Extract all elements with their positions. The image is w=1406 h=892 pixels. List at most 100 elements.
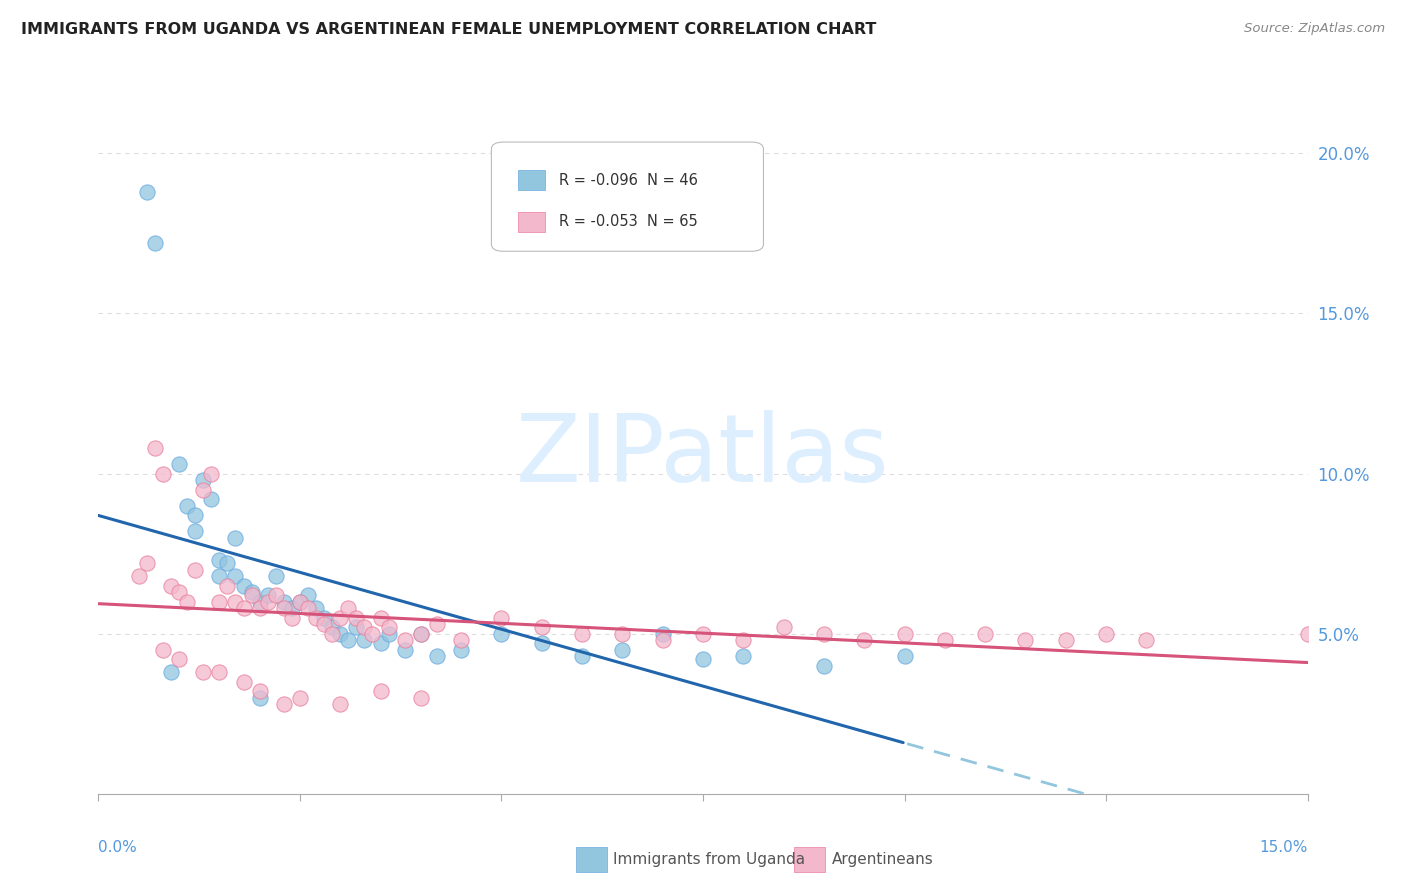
Text: Source: ZipAtlas.com: Source: ZipAtlas.com bbox=[1244, 22, 1385, 36]
Point bbox=[733, 649, 755, 664]
Point bbox=[273, 595, 295, 609]
Point bbox=[240, 585, 263, 599]
Point bbox=[200, 467, 222, 481]
Point bbox=[143, 441, 166, 455]
Point bbox=[353, 633, 375, 648]
Point bbox=[288, 595, 311, 609]
Point bbox=[288, 690, 311, 705]
Point bbox=[224, 531, 246, 545]
Point bbox=[208, 569, 231, 583]
Point bbox=[208, 595, 231, 609]
Text: R = -0.096  N = 46: R = -0.096 N = 46 bbox=[560, 173, 697, 187]
Point bbox=[135, 185, 157, 199]
Point bbox=[426, 617, 449, 632]
Point bbox=[264, 588, 287, 602]
Text: IMMIGRANTS FROM UGANDA VS ARGENTINEAN FEMALE UNEMPLOYMENT CORRELATION CHART: IMMIGRANTS FROM UGANDA VS ARGENTINEAN FE… bbox=[21, 22, 876, 37]
Point bbox=[370, 684, 392, 698]
Point bbox=[651, 633, 673, 648]
Point bbox=[167, 585, 190, 599]
Point bbox=[853, 633, 876, 648]
Point bbox=[176, 595, 198, 609]
Point bbox=[152, 467, 174, 481]
Point bbox=[733, 633, 755, 648]
Point bbox=[184, 508, 207, 523]
Point bbox=[377, 620, 399, 634]
Point bbox=[1014, 633, 1036, 648]
Point bbox=[249, 684, 271, 698]
Point bbox=[200, 492, 222, 507]
Point bbox=[491, 626, 513, 640]
Point bbox=[160, 665, 183, 680]
Point bbox=[152, 642, 174, 657]
Point bbox=[692, 652, 714, 666]
Point bbox=[224, 569, 246, 583]
Point bbox=[249, 690, 271, 705]
FancyBboxPatch shape bbox=[492, 142, 763, 252]
Point bbox=[167, 652, 190, 666]
Point bbox=[530, 636, 553, 650]
Point bbox=[193, 665, 215, 680]
Point bbox=[249, 601, 271, 615]
Point bbox=[224, 595, 246, 609]
FancyBboxPatch shape bbox=[517, 170, 544, 190]
Point bbox=[273, 697, 295, 711]
Point bbox=[409, 690, 432, 705]
Point bbox=[305, 610, 328, 624]
Point bbox=[409, 626, 432, 640]
Point bbox=[193, 473, 215, 487]
Point bbox=[361, 626, 384, 640]
Text: 15.0%: 15.0% bbox=[1260, 839, 1308, 855]
Point bbox=[314, 610, 336, 624]
Text: ZIPatlas: ZIPatlas bbox=[516, 409, 890, 501]
Point bbox=[530, 620, 553, 634]
Point bbox=[974, 626, 997, 640]
Text: Argentineans: Argentineans bbox=[832, 853, 934, 867]
Point bbox=[394, 642, 416, 657]
Point bbox=[370, 610, 392, 624]
Point bbox=[344, 620, 367, 634]
Point bbox=[571, 626, 593, 640]
Point bbox=[288, 595, 311, 609]
Point bbox=[370, 636, 392, 650]
Point bbox=[337, 633, 360, 648]
Point bbox=[217, 556, 239, 570]
Point bbox=[135, 556, 157, 570]
Point bbox=[329, 610, 352, 624]
Point bbox=[143, 235, 166, 250]
Point bbox=[813, 658, 835, 673]
Point bbox=[208, 665, 231, 680]
Point bbox=[232, 674, 254, 689]
Point bbox=[571, 649, 593, 664]
Point bbox=[344, 610, 367, 624]
Point bbox=[612, 626, 634, 640]
Point bbox=[692, 626, 714, 640]
Point bbox=[256, 588, 278, 602]
Point bbox=[813, 626, 835, 640]
Point bbox=[305, 601, 328, 615]
Point bbox=[184, 563, 207, 577]
Point bbox=[249, 595, 271, 609]
Point bbox=[240, 588, 263, 602]
Point bbox=[934, 633, 956, 648]
Point bbox=[281, 601, 304, 615]
Point bbox=[491, 610, 513, 624]
FancyBboxPatch shape bbox=[517, 211, 544, 232]
Point bbox=[273, 601, 295, 615]
Point bbox=[1054, 633, 1077, 648]
Point bbox=[160, 579, 183, 593]
Point bbox=[297, 601, 319, 615]
Point bbox=[337, 601, 360, 615]
Point bbox=[893, 649, 915, 664]
Point bbox=[409, 626, 432, 640]
Point bbox=[450, 633, 472, 648]
Text: 0.0%: 0.0% bbox=[98, 839, 138, 855]
Point bbox=[176, 499, 198, 513]
Point bbox=[651, 626, 673, 640]
Text: Immigrants from Uganda: Immigrants from Uganda bbox=[613, 853, 806, 867]
Point bbox=[321, 626, 343, 640]
Point bbox=[264, 569, 287, 583]
Point bbox=[167, 457, 190, 471]
Point bbox=[893, 626, 915, 640]
Point bbox=[1135, 633, 1157, 648]
Point bbox=[193, 483, 215, 497]
